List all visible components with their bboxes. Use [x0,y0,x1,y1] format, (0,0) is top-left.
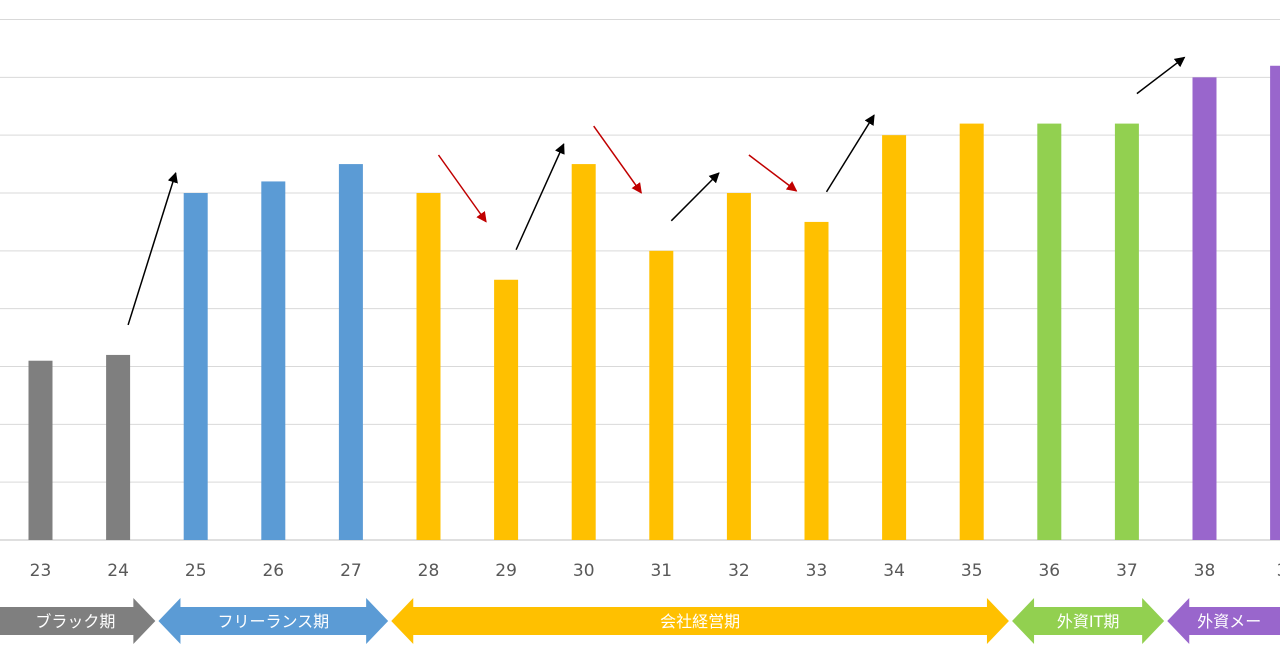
x-tick-label: 37 [1116,561,1138,581]
x-tick-label: 30 [573,561,595,581]
period-label: 外資メー [1197,612,1261,631]
trend-arrow-down [593,125,642,194]
x-tick-label: 33 [806,561,828,581]
period-label: 外資IT期 [1057,612,1120,631]
bar-32 [726,193,751,540]
x-tick-label: 24 [107,561,129,581]
x-tick-label: 25 [185,561,207,581]
bar-26 [261,181,286,540]
period-arrow [1012,598,1165,644]
period-arrow [391,598,1009,644]
bars [28,65,1280,541]
period-arrow [0,598,156,644]
trend-arrow-down [748,154,798,192]
x-tick-label: 29 [495,561,517,581]
period-arrow [1167,598,1280,644]
period-bands: ブラック期 フリーランス期 会社経営期 外資IT期 外資メー [0,598,1280,644]
x-tick-label: 31 [650,561,672,581]
x-tick-label: 23 [30,561,52,581]
bar-37 [1114,123,1139,540]
trend-arrow-up [515,143,565,251]
period-label: 会社経営期 [660,612,740,631]
x-tick-label: 26 [262,561,284,581]
bar-33 [804,221,829,540]
period-label: ブラック期 [35,612,115,631]
x-axis-tick-labels: 23 24 25 26 27 28 29 30 31 32 33 34 35 36 37 38 3 [30,561,1280,581]
trend-arrow-up [670,172,720,222]
x-tick-label: 35 [961,561,983,581]
x-tick-label: 28 [418,561,440,581]
bar-25 [183,193,208,540]
x-tick-label: 3 [1277,561,1280,581]
bar-35 [959,123,984,540]
period-label: フリーランス期 [217,612,329,631]
trend-arrows [127,56,1186,326]
bar-28 [416,193,441,540]
trend-arrow-up [825,114,875,193]
period-arrow [158,598,389,644]
bar-30 [571,164,596,541]
bar-39 [1270,65,1280,541]
x-tick-label: 32 [728,561,750,581]
bar-34 [882,135,907,540]
x-tick-label: 36 [1038,561,1060,581]
x-tick-label: 38 [1194,561,1216,581]
x-tick-label: 27 [340,561,362,581]
x-tick-label: 34 [883,561,905,581]
bar-31 [649,250,674,541]
bar-27 [338,164,363,541]
bar-38 [1192,77,1217,540]
bar-23 [28,360,53,540]
trend-arrow-up [127,171,178,326]
bar-36 [1037,123,1062,540]
gridlines [0,19,1280,541]
trend-arrow-up [1136,56,1186,95]
bar-24 [106,354,131,540]
trend-arrow-down [437,154,487,223]
bar-29 [494,279,519,540]
